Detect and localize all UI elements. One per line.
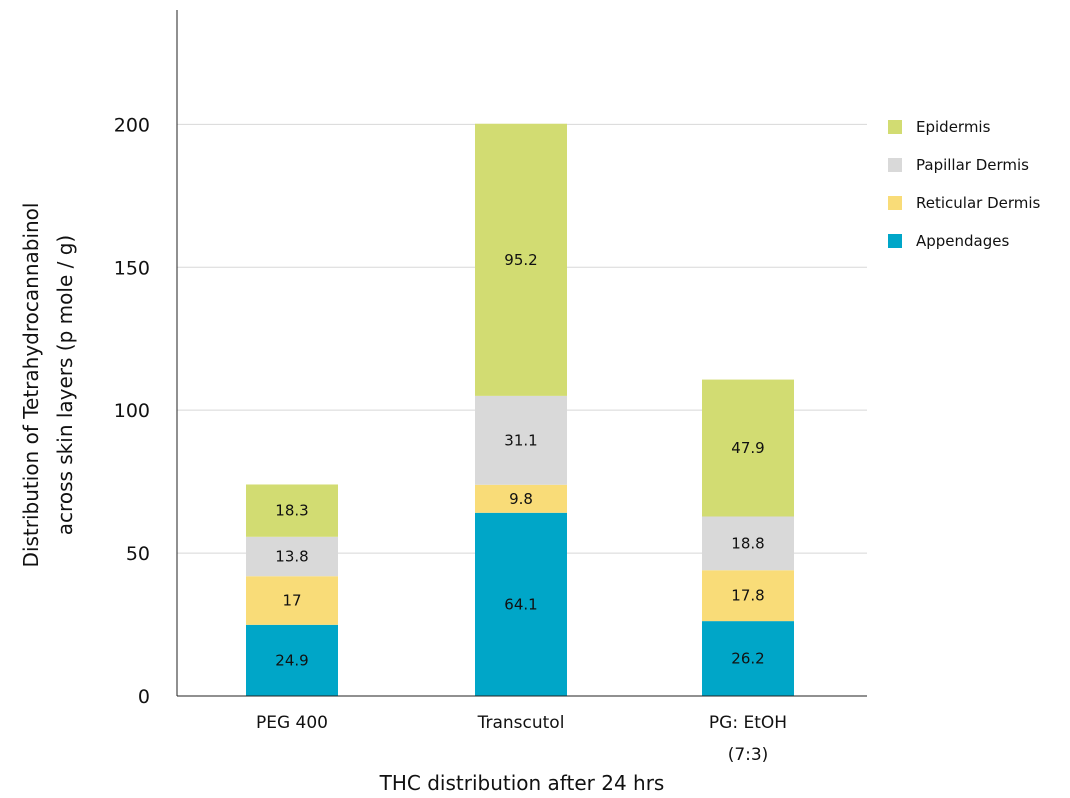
legend-label: Papillar Dermis bbox=[916, 156, 1029, 174]
bar-segment bbox=[702, 516, 794, 571]
x-tick-label: PG: EtOH bbox=[709, 713, 787, 733]
legend-swatch bbox=[888, 196, 902, 210]
y-axis-title: Distribution of Tetrahydrocannabinol acr… bbox=[19, 203, 77, 568]
x-tick-labels: PEG 400 Transcutol PG: EtOH (7:3) bbox=[256, 713, 787, 765]
x-axis-title: THC distribution after 24 hrs bbox=[379, 771, 665, 795]
y-tick-label: 200 bbox=[114, 114, 150, 136]
y-tick-label: 50 bbox=[126, 543, 150, 565]
legend-swatch bbox=[888, 234, 902, 248]
bar-segment bbox=[475, 484, 567, 513]
y-axis-title-line-2: across skin layers (p mole / g) bbox=[53, 235, 77, 535]
data-label: 17.8 bbox=[731, 587, 764, 605]
x-tick-label: (7:3) bbox=[728, 745, 769, 765]
legend-label: Appendages bbox=[916, 232, 1010, 250]
bar-segment bbox=[475, 395, 567, 485]
bar-segment bbox=[702, 570, 794, 622]
bar-segment bbox=[246, 484, 338, 537]
y-tick-label: 0 bbox=[138, 686, 150, 708]
data-label: 95.2 bbox=[504, 251, 537, 269]
data-label: 13.8 bbox=[275, 548, 308, 566]
data-label: 31.1 bbox=[504, 431, 537, 449]
bar-segment bbox=[246, 576, 338, 625]
bar-segment bbox=[475, 123, 567, 396]
data-label: 24.9 bbox=[275, 651, 308, 669]
data-label: 17 bbox=[282, 592, 301, 610]
x-tick-label: PEG 400 bbox=[256, 713, 328, 733]
data-label: 18.8 bbox=[731, 534, 764, 552]
data-label: 47.9 bbox=[731, 439, 764, 457]
data-labels: 24.9 17 13.8 18.3 64.1 9.8 31.1 95.2 26.2 17.8 18.… bbox=[275, 251, 764, 670]
y-tick-label: 100 bbox=[114, 400, 150, 422]
data-label: 64.1 bbox=[504, 595, 537, 613]
bar-segment bbox=[246, 624, 338, 696]
data-label: 26.2 bbox=[731, 650, 764, 668]
x-tick-label: Transcutol bbox=[477, 713, 565, 733]
data-label: 9.8 bbox=[509, 490, 533, 508]
bar-segment bbox=[702, 621, 794, 696]
legend: Epidermis Papillar Dermis Reticular Dermis… bbox=[888, 118, 1041, 250]
y-axis-title-line-1: Distribution of Tetrahydrocannabinol bbox=[19, 203, 43, 568]
legend-label: Epidermis bbox=[916, 118, 991, 136]
legend-swatch bbox=[888, 120, 902, 134]
bars bbox=[246, 123, 794, 696]
y-tick-labels: 0 50 100 150 200 bbox=[114, 114, 150, 708]
bar-segment bbox=[475, 512, 567, 696]
bar-segment bbox=[246, 536, 338, 577]
bar-segment bbox=[702, 379, 794, 517]
data-label: 18.3 bbox=[275, 502, 308, 520]
legend-swatch bbox=[888, 158, 902, 172]
y-tick-label: 150 bbox=[114, 257, 150, 279]
legend-label: Reticular Dermis bbox=[916, 194, 1041, 212]
